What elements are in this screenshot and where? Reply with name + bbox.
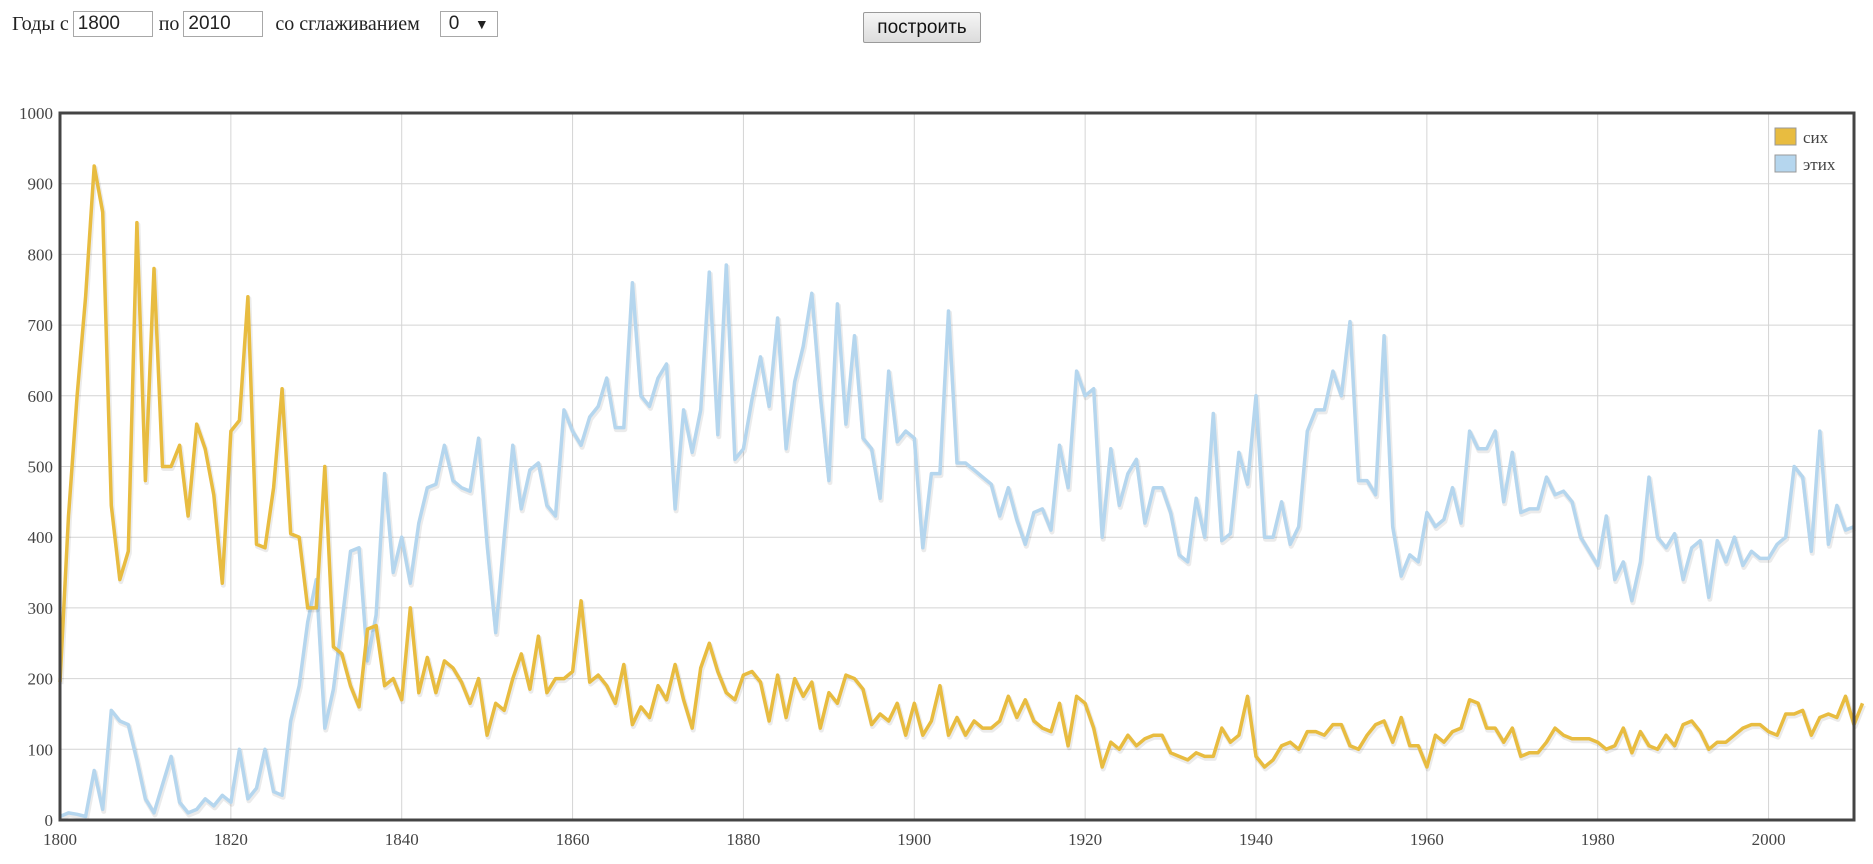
y-tick-label: 900 xyxy=(28,175,54,194)
y-tick-label: 600 xyxy=(28,387,54,406)
y-axis-ticks: 0 100 200 300 400 500 600 700 800 900 1000 xyxy=(19,104,53,830)
y-tick-label: 400 xyxy=(28,528,54,547)
x-tick-label: 1960 xyxy=(1410,830,1444,849)
x-tick-label: 1800 xyxy=(43,830,77,849)
x-tick-label: 1840 xyxy=(385,830,419,849)
y-tick-label: 800 xyxy=(28,245,54,264)
series-line-etih xyxy=(59,263,1855,819)
legend-swatch-etih xyxy=(1774,154,1797,173)
smoothing-select[interactable]: 0 ▼ xyxy=(439,11,498,37)
chevron-down-icon: ▼ xyxy=(474,16,489,32)
x-tick-label: 1860 xyxy=(556,830,590,849)
legend-swatch-sih xyxy=(1774,127,1797,146)
plot-border xyxy=(58,111,1856,822)
legend: сих этих xyxy=(1774,127,1836,174)
smoothing-label: со сглаживанием xyxy=(275,12,420,35)
years-to-label: по xyxy=(158,12,180,35)
x-tick-label: 1940 xyxy=(1239,830,1273,849)
x-tick-label: 1880 xyxy=(726,830,760,849)
x-tick-label: 1900 xyxy=(897,830,931,849)
years-from-label: Годы с xyxy=(12,12,69,35)
y-tick-label: 500 xyxy=(28,458,54,477)
y-tick-label: 0 xyxy=(45,811,54,830)
build-button[interactable]: построить xyxy=(863,12,981,43)
y-tick-label: 700 xyxy=(28,316,54,335)
series-layer xyxy=(58,164,1866,821)
year-to-input[interactable] xyxy=(183,11,264,37)
legend-label-etih: этих xyxy=(1803,155,1836,174)
x-tick-label: 1920 xyxy=(1068,830,1102,849)
year-from-input[interactable] xyxy=(72,11,153,37)
y-tick-label: 100 xyxy=(28,740,54,759)
controls-bar: Годы с по со сглаживанием 0 ▼ xyxy=(12,10,498,38)
series-line-sih xyxy=(58,164,1865,769)
smoothing-value: 0 xyxy=(448,13,460,34)
x-axis-ticks: 1800 1820 1840 1860 1880 1900 1920 1940 1960 1980… xyxy=(43,830,1786,849)
legend-label-sih: сих xyxy=(1803,128,1829,147)
x-tick-label: 1820 xyxy=(214,830,248,849)
y-tick-label: 1000 xyxy=(19,104,53,123)
x-tick-label: 2000 xyxy=(1752,830,1786,849)
y-tick-label: 300 xyxy=(28,599,54,618)
y-tick-label: 200 xyxy=(28,670,54,689)
x-tick-label: 1980 xyxy=(1581,830,1615,849)
